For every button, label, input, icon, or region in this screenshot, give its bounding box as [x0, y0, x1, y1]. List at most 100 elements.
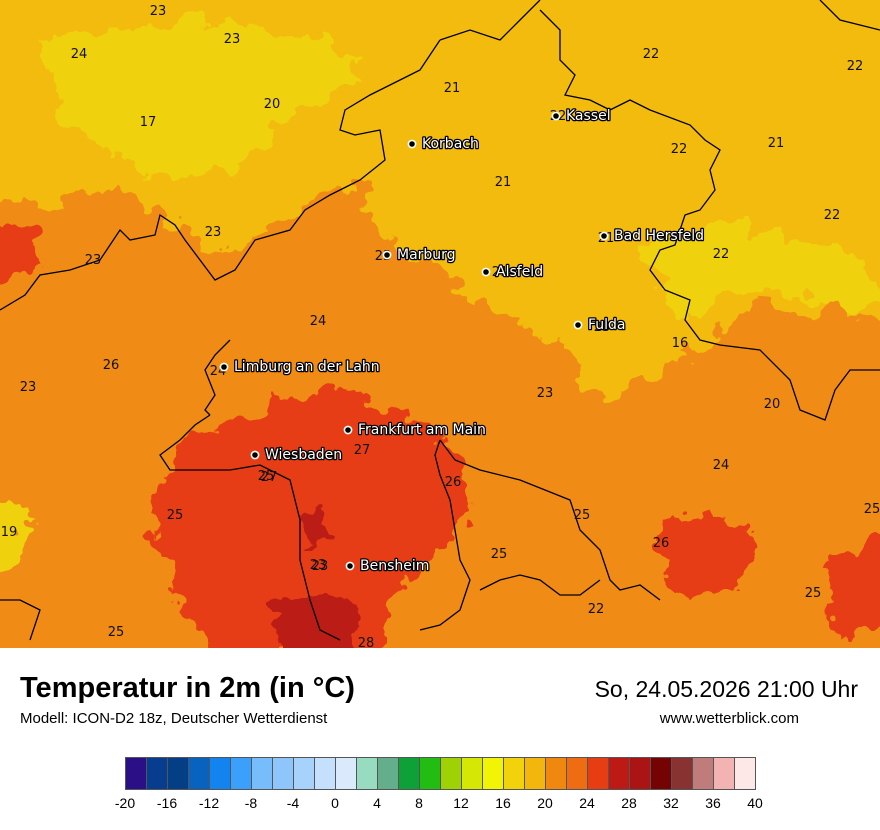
- legend-swatch: [440, 757, 462, 790]
- city-temperature: 21: [492, 265, 509, 280]
- legend-tick-label: 20: [537, 795, 553, 811]
- grid-value: 23: [20, 380, 37, 395]
- state-borders: [0, 0, 880, 641]
- map-title: Temperatur in 2m (in °C): [20, 672, 355, 704]
- grid-value: 23: [150, 4, 167, 19]
- city-marker: 27 Wiesbaden: [250, 446, 343, 485]
- grid-value: 24: [71, 47, 88, 62]
- grid-value: 20: [264, 97, 281, 112]
- legend-tick-label: -4: [286, 795, 300, 811]
- legend-swatch: [461, 757, 483, 790]
- grid-value: 22: [588, 602, 605, 617]
- city-name: Marburg: [397, 247, 456, 263]
- grid-value: 25: [108, 625, 125, 640]
- city-name: Wiesbaden: [265, 447, 342, 463]
- grid-value: 25: [574, 508, 591, 523]
- grid-value: 22: [824, 208, 841, 223]
- legend-tick-label: -16: [156, 795, 178, 811]
- color-scale-legend: -20 -16 -12 -8 -4 0 4 8 12 16 20 24 28 32 36 40: [115, 757, 763, 811]
- grid-value: 22: [671, 142, 688, 157]
- legend-swatch: [650, 757, 672, 790]
- legend-swatch: [209, 757, 231, 790]
- legend-swatch: [713, 757, 735, 790]
- grid-value: 17: [140, 115, 157, 130]
- city-temperature: 23: [594, 320, 611, 335]
- legend-swatch: [482, 757, 504, 790]
- grid-value: 16: [672, 336, 689, 351]
- city-dot: [599, 231, 609, 241]
- city-marker: 22Kassel: [550, 107, 612, 126]
- city-name: Bensheim: [360, 558, 429, 574]
- city-dot: [343, 425, 353, 435]
- grid-value: 22: [643, 47, 660, 62]
- website-link[interactable]: www.wetterblick.com: [659, 710, 799, 727]
- temperature-map: 23 23 24 20 17 21 22 22 22 21 21 22 23 23 22 24 16 26 23 23…: [0, 0, 880, 648]
- grid-value: 25: [167, 508, 184, 523]
- model-info: Modell: ICON-D2 18z, Deutscher Wetterdie…: [20, 710, 328, 727]
- legend-swatch: [398, 757, 420, 790]
- city-dot: [382, 250, 392, 260]
- map-footer: Temperatur in 2m (in °C) Modell: ICON-D2…: [0, 648, 880, 830]
- legend-tick-label: -12: [198, 795, 220, 811]
- city-name: Korbach: [422, 136, 479, 152]
- city-temperature: 23: [312, 559, 329, 574]
- grid-value: 26: [653, 536, 670, 551]
- grid-value: 25: [491, 547, 508, 562]
- grid-value: 22: [713, 247, 730, 262]
- city-dot: [481, 267, 491, 277]
- legend-tick-label: 16: [495, 795, 511, 811]
- forecast-datetime: So, 24.05.2026 21:00 Uhr: [594, 676, 858, 702]
- grid-value: 25: [864, 502, 880, 517]
- city-temperature: 27: [354, 443, 371, 458]
- city-marker: 23Marburg: [375, 246, 457, 265]
- legend-tick-label: 40: [747, 795, 763, 811]
- grid-value: 23: [224, 32, 241, 47]
- city-marker: Korbach: [407, 135, 480, 153]
- legend-swatch: [293, 757, 315, 790]
- city-dot: [345, 561, 355, 571]
- city-name: Limburg an der Lahn: [234, 359, 380, 375]
- grid-value: 24: [310, 314, 327, 329]
- grid-value: 23: [205, 225, 222, 240]
- legend-tick-label: 12: [453, 795, 469, 811]
- grid-value: 21: [444, 81, 461, 96]
- legend-swatch: [419, 757, 441, 790]
- legend-swatch: [356, 757, 378, 790]
- legend-swatch: [629, 757, 651, 790]
- city-name: Bad Hersfeld: [614, 228, 704, 244]
- legend-swatch: [566, 757, 588, 790]
- legend-swatch: [503, 757, 525, 790]
- city-dot: [551, 111, 561, 121]
- legend-tick-label: 28: [621, 795, 637, 811]
- legend-swatch: [692, 757, 714, 790]
- grid-value: 24: [713, 458, 730, 473]
- legend-swatch: [734, 757, 756, 790]
- city-name: Frankfurt am Main: [358, 422, 486, 438]
- legend-tick-label: 32: [663, 795, 679, 811]
- grid-value: 25: [805, 586, 822, 601]
- legend-tick-label: 36: [705, 795, 721, 811]
- legend-swatch: [524, 757, 546, 790]
- city-dot: [407, 139, 417, 149]
- city-dot: [573, 320, 583, 330]
- legend-swatch: [272, 757, 294, 790]
- grid-value: 23: [310, 558, 327, 573]
- city-temperature: 27: [261, 470, 278, 485]
- grid-value: 23: [537, 386, 554, 401]
- legend-swatch: [314, 757, 336, 790]
- legend-swatch: [377, 757, 399, 790]
- grid-value: 28: [358, 636, 375, 648]
- grid-value: 19: [1, 525, 18, 540]
- legend-swatch: [125, 757, 147, 790]
- legend-swatch: [167, 757, 189, 790]
- legend-swatch: [230, 757, 252, 790]
- city-marker: 27 Frankfurt am Main: [343, 421, 487, 458]
- city-marker: 21Bad Hersfeld: [598, 227, 706, 246]
- grid-value: 26: [445, 475, 462, 490]
- legend-tick-label: 24: [579, 795, 595, 811]
- grid-value: 25: [258, 469, 275, 484]
- city-marker: 23 Bensheim: [312, 557, 431, 576]
